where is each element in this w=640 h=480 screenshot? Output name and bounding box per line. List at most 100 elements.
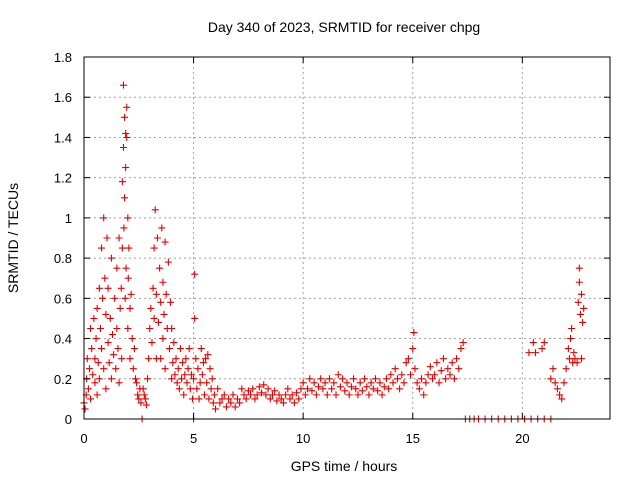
- data-point: [103, 234, 111, 242]
- data-point: [332, 391, 340, 399]
- data-point: [202, 355, 210, 363]
- data-point: [551, 379, 559, 387]
- data-point: [98, 345, 106, 353]
- data-point: [391, 365, 399, 373]
- data-point: [297, 385, 305, 393]
- data-point: [95, 284, 103, 292]
- data-point: [400, 379, 408, 387]
- data-point: [95, 375, 103, 383]
- data-point: [238, 385, 246, 393]
- data-point: [220, 391, 228, 399]
- data-point: [574, 298, 582, 306]
- data-point: [268, 391, 276, 399]
- data-point: [553, 385, 561, 393]
- data-point: [160, 310, 168, 318]
- data-point: [129, 365, 137, 373]
- data-point: [308, 387, 316, 395]
- data-point: [312, 391, 320, 399]
- data-point: [124, 274, 132, 282]
- data-point: [240, 391, 248, 399]
- data-point: [83, 355, 91, 363]
- data-point: [126, 355, 134, 363]
- x-tick-label: 10: [296, 431, 310, 446]
- data-point: [271, 387, 279, 395]
- data-point: [378, 391, 386, 399]
- data-point: [531, 349, 539, 357]
- data-point: [576, 310, 584, 318]
- data-point: [104, 284, 112, 292]
- data-point: [168, 325, 176, 332]
- data-point: [100, 365, 108, 373]
- data-point: [169, 359, 177, 367]
- data-point: [112, 365, 120, 373]
- data-point: [159, 278, 167, 286]
- data-point: [175, 385, 183, 393]
- data-point: [568, 325, 576, 332]
- data-point: [150, 244, 158, 252]
- data-point: [155, 318, 163, 326]
- data-point: [171, 371, 179, 379]
- data-point: [562, 365, 570, 373]
- data-point: [431, 371, 439, 379]
- data-point: [365, 391, 373, 399]
- data-point: [363, 383, 371, 391]
- data-point: [249, 385, 257, 393]
- data-point: [266, 395, 274, 403]
- data-point: [290, 399, 298, 407]
- data-point: [93, 304, 101, 312]
- y-tick-label: 0.4: [54, 332, 72, 347]
- data-point: [146, 325, 154, 332]
- data-point: [141, 395, 149, 403]
- data-point: [91, 355, 99, 363]
- data-point: [428, 375, 436, 383]
- data-point: [173, 379, 181, 387]
- data-point: [148, 339, 156, 347]
- data-point: [229, 391, 237, 399]
- data-point: [87, 395, 95, 403]
- data-point: [402, 359, 410, 367]
- data-point: [529, 339, 537, 347]
- data-point: [422, 379, 430, 387]
- data-point: [371, 375, 379, 383]
- data-point: [222, 403, 230, 411]
- data-point: [420, 391, 428, 399]
- data-point: [439, 355, 447, 363]
- data-point: [102, 310, 110, 318]
- data-point: [139, 385, 147, 393]
- data-point: [186, 385, 194, 393]
- data-point: [282, 391, 290, 399]
- data-point: [236, 399, 244, 407]
- data-point: [147, 304, 155, 312]
- data-point: [317, 375, 325, 383]
- data-point: [350, 375, 358, 383]
- data-point: [193, 385, 201, 393]
- data-point: [198, 371, 206, 379]
- data-point: [104, 339, 112, 347]
- data-point: [195, 395, 203, 403]
- data-point: [339, 375, 347, 383]
- data-point: [140, 391, 148, 399]
- data-point: [152, 290, 160, 298]
- data-point: [578, 290, 586, 298]
- y-tick-label: 0.8: [54, 251, 72, 266]
- data-point: [108, 331, 116, 339]
- data-point: [122, 264, 130, 272]
- data-point: [121, 113, 129, 121]
- data-point: [113, 264, 121, 272]
- data-point: [398, 371, 406, 379]
- data-point: [98, 244, 106, 252]
- data-point: [385, 385, 393, 393]
- data-point: [192, 355, 200, 363]
- data-point: [227, 399, 235, 407]
- data-point: [188, 395, 196, 403]
- data-point: [158, 224, 166, 232]
- x-axis-label: GPS time / hours: [291, 458, 398, 474]
- data-point: [87, 325, 95, 332]
- data-point: [262, 391, 270, 399]
- data-point: [124, 214, 132, 222]
- data-point: [251, 395, 259, 403]
- data-point: [123, 133, 131, 141]
- data-point: [369, 385, 377, 393]
- data-point: [119, 81, 127, 89]
